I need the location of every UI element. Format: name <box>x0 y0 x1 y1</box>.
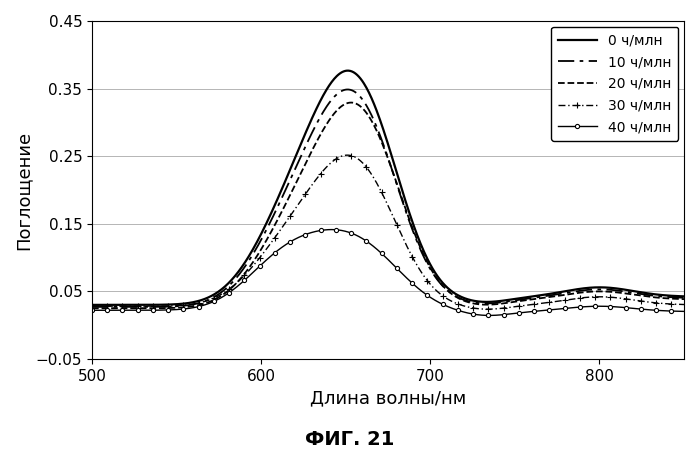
20 ч/млн <box>275 214 283 219</box>
X-axis label: Длина волны/нм: Длина волны/нм <box>310 389 466 407</box>
0 ч/млн <box>233 271 241 276</box>
20 ч/млн <box>254 250 263 256</box>
20 ч/млн <box>680 296 689 302</box>
10 ч/млн <box>477 301 486 306</box>
10 ч/млн <box>275 201 283 207</box>
40 ч/млн <box>485 313 493 318</box>
40 ч/млн <box>328 227 336 232</box>
20 ч/млн <box>477 302 486 307</box>
30 ч/млн <box>343 153 351 158</box>
30 ч/млн <box>275 229 283 234</box>
40 ч/млн <box>477 312 486 318</box>
Y-axis label: Поглощение: Поглощение <box>15 130 33 250</box>
10 ч/млн <box>254 241 263 247</box>
20 ч/млн <box>622 291 630 296</box>
40 ч/млн <box>623 305 631 311</box>
0 ч/млн <box>275 192 283 198</box>
40 ч/млн <box>680 309 689 314</box>
20 ч/млн <box>549 294 558 299</box>
Line: 30 ч/млн: 30 ч/млн <box>89 152 688 313</box>
30 ч/млн <box>477 306 486 312</box>
0 ч/млн <box>549 291 558 296</box>
0 ч/млн <box>477 299 486 305</box>
Line: 10 ч/млн: 10 ч/млн <box>92 89 684 307</box>
20 ч/млн <box>88 306 96 311</box>
Line: 40 ч/млн: 40 ч/млн <box>90 227 686 317</box>
30 ч/млн <box>88 304 96 309</box>
30 ч/млн <box>254 256 263 262</box>
Legend: 0 ч/млн, 10 ч/млн, 20 ч/млн, 30 ч/млн, 40 ч/млн: 0 ч/млн, 10 ч/млн, 20 ч/млн, 30 ч/млн, 4… <box>551 26 679 141</box>
10 ч/млн <box>622 289 630 295</box>
0 ч/млн <box>254 236 263 241</box>
0 ч/млн <box>622 287 630 293</box>
10 ч/млн <box>549 292 558 298</box>
Line: 0 ч/млн: 0 ч/млн <box>92 71 684 305</box>
40 ч/млн <box>254 264 263 270</box>
40 ч/млн <box>275 247 283 252</box>
30 ч/млн <box>550 299 559 304</box>
40 ч/млн <box>88 307 96 313</box>
0 ч/млн <box>88 302 96 308</box>
10 ч/млн <box>233 275 241 280</box>
20 ч/млн <box>347 100 355 105</box>
40 ч/млн <box>233 284 241 290</box>
Text: ФИГ. 21: ФИГ. 21 <box>305 430 394 449</box>
30 ч/млн <box>233 280 241 286</box>
40 ч/млн <box>550 307 559 312</box>
20 ч/млн <box>233 280 241 286</box>
10 ч/млн <box>344 87 352 92</box>
30 ч/млн <box>483 306 491 312</box>
30 ч/млн <box>680 302 689 307</box>
10 ч/млн <box>88 304 96 310</box>
0 ч/млн <box>680 294 689 299</box>
Line: 20 ч/млн: 20 ч/млн <box>92 103 684 308</box>
10 ч/млн <box>680 295 689 301</box>
30 ч/млн <box>623 296 631 302</box>
0 ч/млн <box>344 68 352 74</box>
